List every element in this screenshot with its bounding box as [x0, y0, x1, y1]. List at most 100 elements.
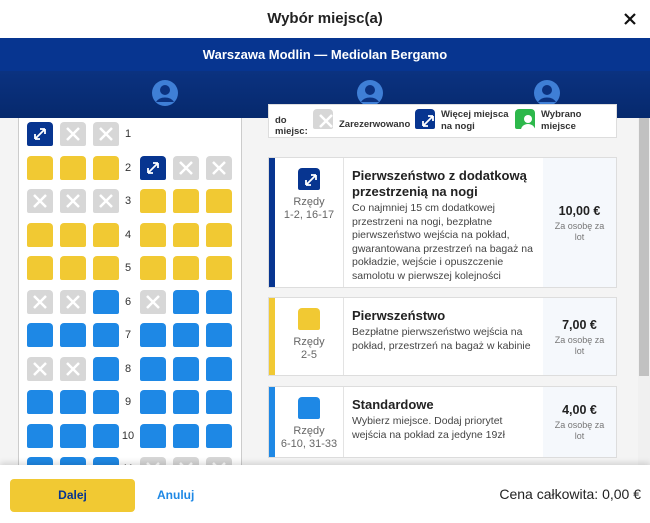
seat[interactable]: [173, 189, 199, 213]
legend-swatch: [515, 109, 535, 130]
legend-heading: do miejsc:: [275, 115, 308, 137]
seat[interactable]: [140, 423, 166, 448]
close-button[interactable]: [624, 13, 636, 25]
seat-map: 1234567891011: [18, 118, 242, 478]
seat[interactable]: [140, 155, 166, 180]
seat[interactable]: [206, 222, 232, 247]
offer-price: 10,00 € Za osobę za lot: [543, 158, 616, 287]
seat[interactable]: [93, 423, 119, 448]
seat[interactable]: [60, 222, 86, 247]
route: Warszawa Modlin — Mediolan Bergamo: [202, 47, 448, 62]
seat: [60, 356, 86, 381]
dialog-header: Wybór miejsc(a): [0, 0, 650, 38]
seat[interactable]: [206, 189, 232, 213]
seat[interactable]: [206, 256, 232, 280]
offer-color-bar: [269, 158, 275, 287]
offer-title: Pierwszeństwo: [352, 308, 446, 323]
route-bar: Warszawa Modlin — Mediolan Bergamo: [0, 38, 650, 71]
seat[interactable]: [206, 423, 232, 448]
row-number: 6: [124, 295, 132, 308]
row-number: 4: [124, 228, 132, 241]
passenger-icon[interactable]: [356, 79, 384, 107]
offer-details: Pierwszeństwo Bezpłatne pierwszeństwo wej…: [343, 298, 545, 375]
seat: [27, 356, 53, 381]
legend-swatch: [313, 109, 333, 129]
seat[interactable]: [173, 289, 199, 314]
seat[interactable]: [140, 323, 166, 347]
seat[interactable]: [173, 390, 199, 414]
seat[interactable]: [27, 323, 53, 347]
seat[interactable]: [27, 423, 53, 448]
seat[interactable]: [173, 356, 199, 381]
seat[interactable]: [93, 390, 119, 414]
row-number: 7: [124, 329, 132, 341]
seat[interactable]: [93, 256, 119, 280]
seat[interactable]: [140, 390, 166, 414]
seat[interactable]: [173, 423, 199, 448]
seat[interactable]: [60, 423, 86, 448]
legend-swatch: [415, 109, 435, 129]
rows-label: Rzędy: [293, 425, 325, 437]
offer-card[interactable]: Rzędy 2-5 Pierwszeństwo Bezpłatne pierwszeń…: [268, 297, 617, 376]
seat[interactable]: [206, 390, 232, 414]
price-note: Za osobę za lot: [554, 334, 605, 356]
seat[interactable]: [27, 222, 53, 247]
offer-card[interactable]: Rzędy 1-2, 16-17 Pierwszeństwo z dodatkową…: [268, 157, 617, 288]
seat[interactable]: [206, 356, 232, 381]
price: 7,00 €: [562, 317, 597, 332]
seat[interactable]: [206, 323, 232, 347]
seat[interactable]: [93, 289, 119, 314]
seat[interactable]: [206, 289, 232, 314]
seat[interactable]: [93, 222, 119, 247]
passenger-icon[interactable]: [151, 79, 179, 107]
seat: [206, 155, 232, 180]
seat[interactable]: [60, 256, 86, 280]
row-number: 10: [121, 429, 135, 442]
row-number: 8: [124, 362, 132, 375]
seat[interactable]: [140, 356, 166, 381]
seat[interactable]: [93, 155, 119, 180]
offer-description: Bezpłatne pierwszeństwo wejścia na pokła…: [352, 326, 531, 352]
seat[interactable]: [140, 256, 166, 280]
offer-description: Co najmniej 15 cm dodatkowej przestrzeni…: [352, 202, 533, 282]
offer-description: Wybierz miejsce. Dodaj priorytet wejścia…: [352, 415, 505, 441]
seat[interactable]: [140, 222, 166, 247]
total-price: Cena całkowita: 0,00 €: [499, 486, 641, 502]
seat[interactable]: [27, 390, 53, 414]
seat[interactable]: [93, 356, 119, 381]
cancel-link[interactable]: Anuluj: [157, 488, 195, 502]
row-number: 1: [124, 128, 132, 140]
seat: [93, 122, 119, 146]
seat[interactable]: [60, 323, 86, 347]
offer-seat-icon: [298, 397, 320, 419]
scrollbar[interactable]: [638, 118, 650, 465]
seat[interactable]: [60, 390, 86, 414]
seat[interactable]: [27, 256, 53, 280]
seat[interactable]: [173, 323, 199, 347]
seat: [60, 189, 86, 213]
offer-seat-icon: [298, 308, 320, 330]
seat[interactable]: [93, 323, 119, 347]
price-note: Za osobę za lot: [554, 220, 605, 242]
next-button[interactable]: Dalej: [10, 479, 135, 512]
row-number: 2: [124, 161, 132, 174]
seat[interactable]: [60, 155, 86, 180]
offer-card[interactable]: Rzędy 6-10, 31-33 Standardowe Wybierz miejs…: [268, 386, 617, 458]
rows-label: Rzędy: [293, 196, 325, 208]
rows-label: Rzędy: [293, 336, 325, 348]
rows-range: 1-2, 16-17: [283, 209, 335, 221]
offer-seat-icon: [298, 168, 320, 190]
seat[interactable]: [173, 222, 199, 247]
offer-rows: Rzędy 2-5: [275, 298, 343, 375]
passenger-icon[interactable]: [533, 79, 561, 107]
scrollbar-thumb[interactable]: [639, 118, 649, 376]
offer-price: 4,00 € Za osobę za lot: [543, 387, 616, 457]
seat: [60, 122, 86, 146]
seat[interactable]: [27, 155, 53, 180]
row-number: 9: [124, 396, 132, 408]
offer-color-bar: [269, 387, 275, 457]
rows-range: 2-5: [301, 349, 317, 361]
seat[interactable]: [173, 256, 199, 280]
seat[interactable]: [27, 122, 53, 146]
seat[interactable]: [140, 189, 166, 213]
